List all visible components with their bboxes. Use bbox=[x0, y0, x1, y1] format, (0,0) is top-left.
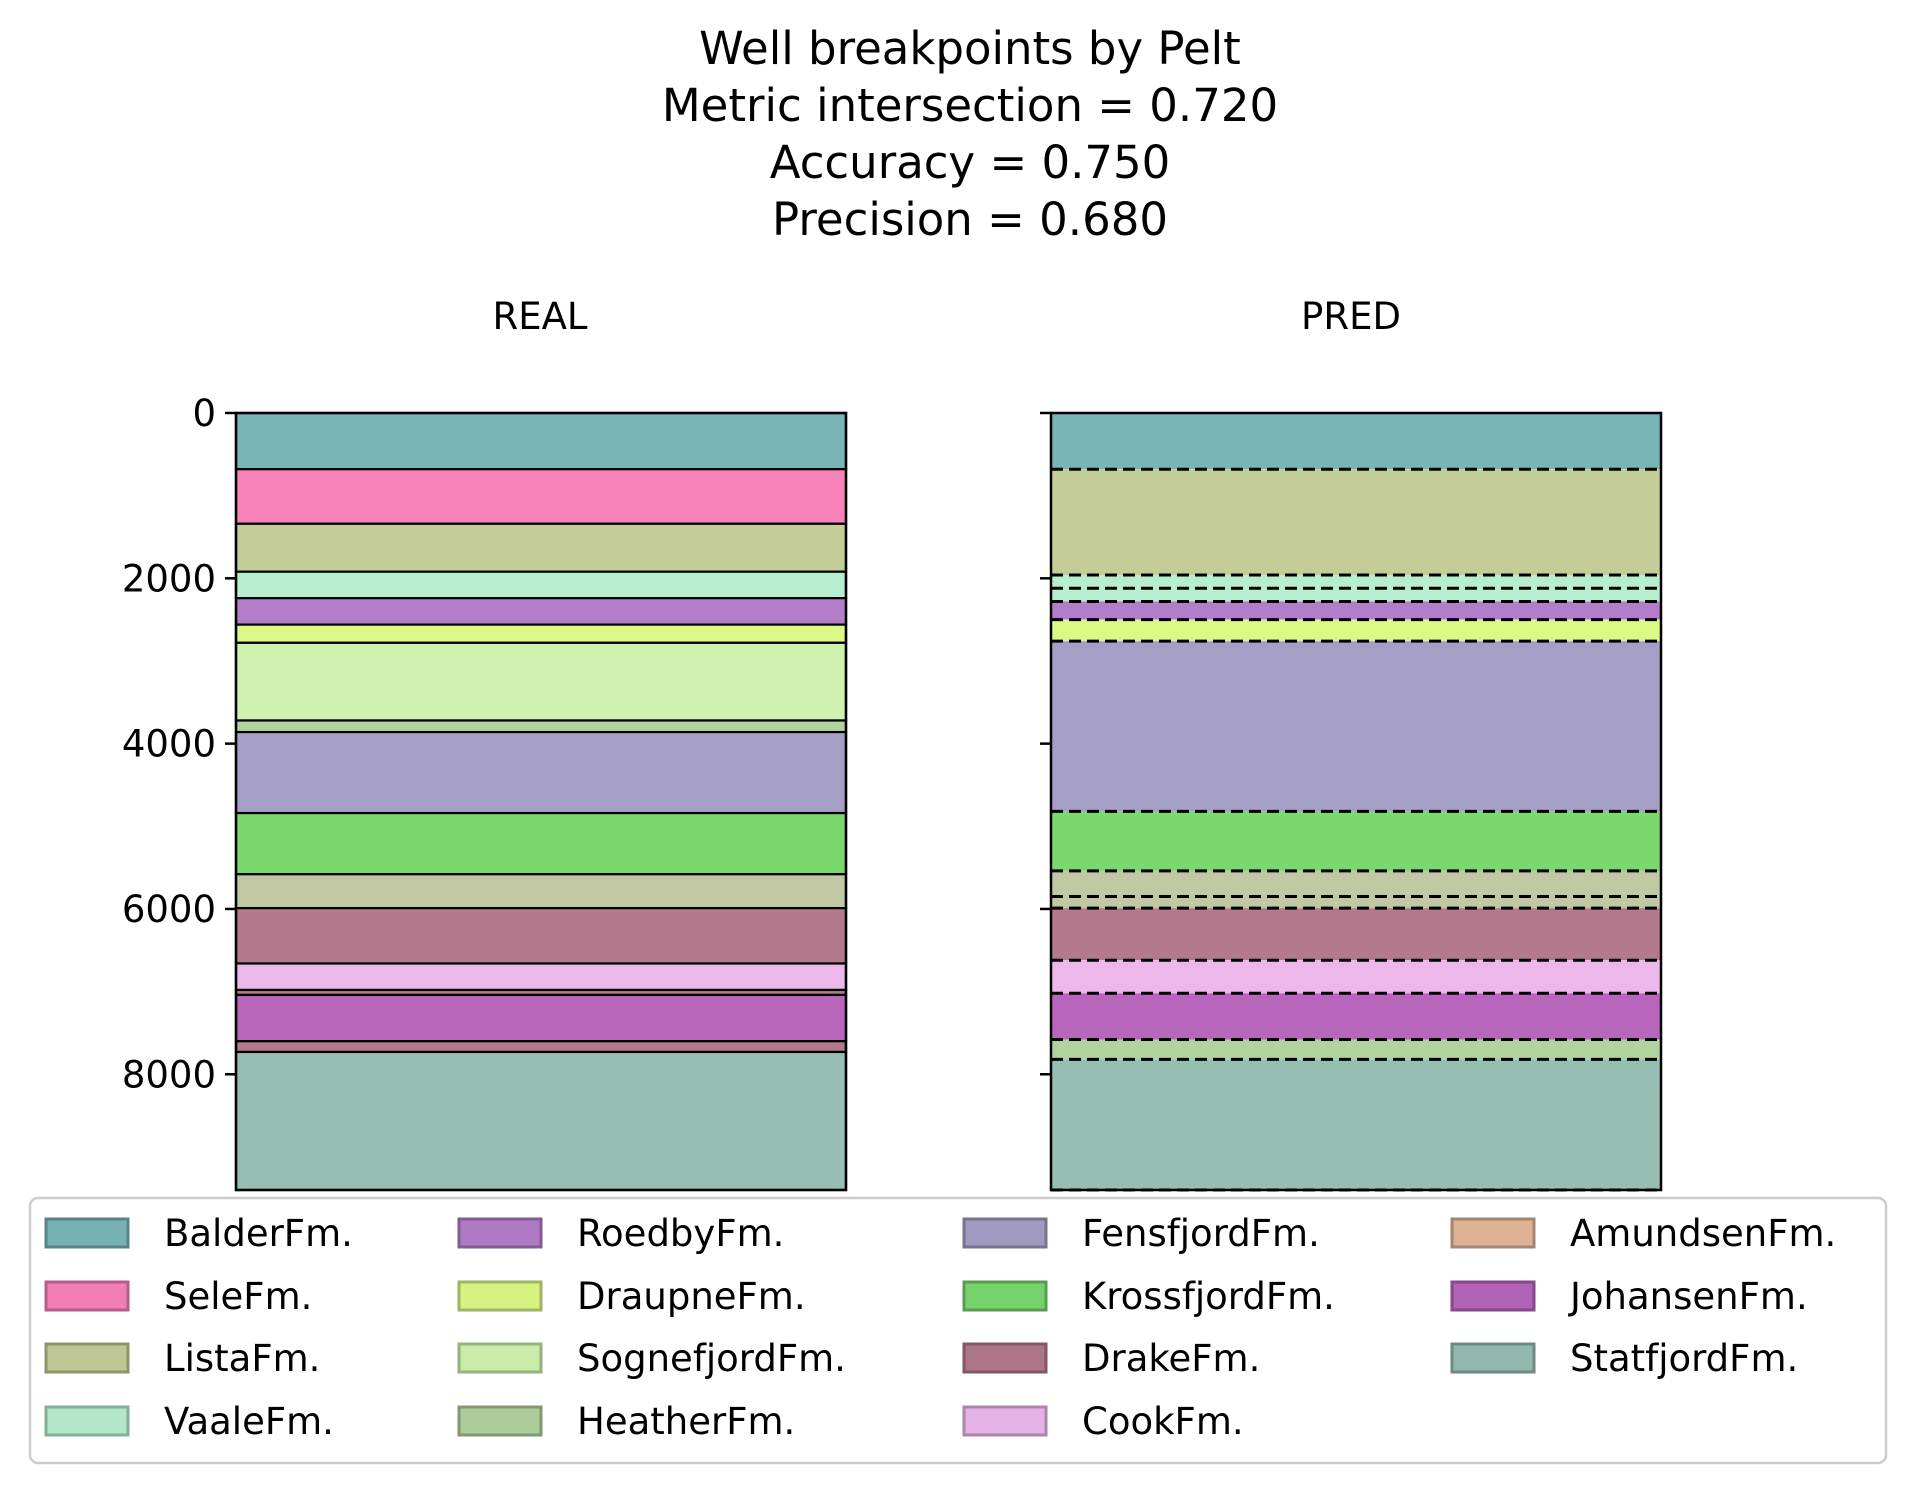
legend-label-cookfm: CookFm. bbox=[1082, 1400, 1244, 1443]
legend-swatch-edge-sognefjordfm bbox=[457, 1342, 543, 1374]
legend-swatch-edge-roedbyfm bbox=[457, 1217, 543, 1249]
title-line-3: Accuracy = 0.750 bbox=[770, 136, 1171, 189]
pred-segment-drakefm-8 bbox=[1051, 908, 1661, 961]
panel-pred bbox=[1049, 411, 1663, 1192]
legend-swatch-listafm bbox=[44, 1342, 130, 1374]
legend-label-sognefjordfm: SognefjordFm. bbox=[577, 1337, 846, 1380]
legend-swatch-johansenfm bbox=[1450, 1280, 1536, 1312]
legend-swatch-draupnefm bbox=[457, 1280, 543, 1312]
pred-segment-johansenfm-10 bbox=[1051, 993, 1661, 1040]
real-segment-balderfm-0 bbox=[234, 411, 848, 471]
real-segment-krossfjordfm-9 bbox=[234, 811, 848, 876]
legend-swatch-roedbyfm bbox=[457, 1217, 543, 1249]
real-segment-listafm-10 bbox=[234, 873, 848, 910]
legend-swatch-edge-balderfm bbox=[44, 1217, 130, 1249]
legend-swatch-vaalefm bbox=[44, 1405, 130, 1437]
real-segment-drakefm-15 bbox=[234, 1040, 848, 1054]
legend-swatch-edge-draupnefm bbox=[457, 1280, 543, 1312]
legend-swatch-selefm bbox=[44, 1280, 130, 1312]
legend-label-draupnefm: DraupneFm. bbox=[577, 1275, 806, 1318]
legend-label-drakefm: DrakeFm. bbox=[1082, 1337, 1260, 1380]
real-segment-cookfm-12 bbox=[234, 962, 848, 992]
title-line-4: Precision = 0.680 bbox=[772, 193, 1168, 246]
y-tick-label-2000: 2000 bbox=[122, 557, 216, 600]
legend-label-heatherfm: HeatherFm. bbox=[577, 1400, 795, 1443]
legend-swatch-edge-vaalefm bbox=[44, 1405, 130, 1437]
legend-swatch-edge-johansenfm bbox=[1450, 1280, 1536, 1312]
legend-swatch-edge-drakefm bbox=[962, 1342, 1048, 1374]
y-tick-label-6000: 6000 bbox=[122, 888, 216, 931]
legend-swatch-edge-krossfjordfm bbox=[962, 1280, 1048, 1312]
pred-segment-krossfjordfm-6 bbox=[1051, 811, 1661, 871]
panel-title-pred: PRED bbox=[1301, 295, 1401, 338]
legend-swatch-edge-statfjordfm bbox=[1450, 1342, 1536, 1374]
legend-label-statfjordfm: StatfjordFm. bbox=[1570, 1337, 1798, 1380]
pred-segment-draupnefm-4 bbox=[1051, 619, 1661, 642]
real-segment-fensfjordfm-8 bbox=[234, 730, 848, 815]
legend-swatch-sognefjordfm bbox=[457, 1342, 543, 1374]
chart-title: Well breakpoints by Pelt Metric intersec… bbox=[662, 22, 1278, 246]
real-segment-vaalefm-3 bbox=[234, 570, 848, 600]
legend-swatch-edge-fensfjordfm bbox=[962, 1217, 1048, 1249]
pred-segment-listafm-1 bbox=[1051, 469, 1661, 576]
legend-swatch-edge-amundsenfm bbox=[1450, 1217, 1536, 1249]
legend-swatch-drakefm bbox=[962, 1342, 1048, 1374]
real-segment-draupnefm-5 bbox=[234, 623, 848, 644]
real-segment-johansenfm-14 bbox=[234, 993, 848, 1043]
legend-label-selefm: SeleFm. bbox=[164, 1275, 312, 1318]
title-line-2: Metric intersection = 0.720 bbox=[662, 79, 1278, 132]
pred-segment-roedbyfm-3 bbox=[1051, 601, 1661, 620]
real-segment-sognefjordfm-6 bbox=[234, 641, 848, 722]
y-tick-label-4000: 4000 bbox=[122, 723, 216, 766]
legend-label-fensfjordfm: FensfjordFm. bbox=[1082, 1212, 1320, 1255]
legend-box bbox=[28, 1196, 1888, 1465]
legend-swatch-krossfjordfm bbox=[962, 1280, 1048, 1312]
pred-segment-statfjordfm-12 bbox=[1051, 1059, 1661, 1190]
y-tick-label-8000: 8000 bbox=[122, 1053, 216, 1096]
legend-swatch-edge-cookfm bbox=[962, 1405, 1048, 1437]
real-segment-heatherfm-7 bbox=[234, 719, 848, 734]
pred-frame bbox=[1049, 411, 1663, 1192]
y-tick-label-0: 0 bbox=[192, 392, 216, 435]
legend-label-listafm: ListaFm. bbox=[164, 1337, 320, 1380]
real-segment-selefm-1 bbox=[234, 468, 848, 525]
title-line-1: Well breakpoints by Pelt bbox=[699, 22, 1241, 75]
legend-swatch-amundsenfm bbox=[1450, 1217, 1536, 1249]
panel-real bbox=[234, 411, 848, 1192]
legend-swatch-cookfm bbox=[962, 1405, 1048, 1437]
legend-swatch-edge-heatherfm bbox=[457, 1405, 543, 1437]
legend: BalderFm. SeleFm. ListaFm. VaaleFm. RoedbyFm… bbox=[28, 1196, 1888, 1465]
legend-swatch-statfjordfm bbox=[1450, 1342, 1536, 1374]
y-axis: 0 2000 4000 6000 8000 bbox=[122, 392, 1051, 1096]
legend-label-roedbyfm: RoedbyFm. bbox=[577, 1212, 784, 1255]
real-segment-listafm-2 bbox=[234, 522, 848, 573]
panel-title-real: REAL bbox=[492, 295, 587, 338]
legend-label-amundsenfm: AmundsenFm. bbox=[1570, 1212, 1836, 1255]
legend-label-johansenfm: JohansenFm. bbox=[1568, 1275, 1808, 1318]
legend-label-vaalefm: VaaleFm. bbox=[164, 1400, 334, 1443]
pred-segment-balderfm-0 bbox=[1051, 413, 1661, 470]
legend-label-balderfm: BalderFm. bbox=[164, 1212, 353, 1255]
real-segment-roedbyfm-4 bbox=[234, 597, 848, 626]
pred-segment-listafm-7 bbox=[1051, 870, 1661, 909]
legend-swatch-fensfjordfm bbox=[962, 1217, 1048, 1249]
legend-swatch-edge-listafm bbox=[44, 1342, 130, 1374]
real-segment-statfjordfm-16 bbox=[234, 1050, 848, 1192]
legend-swatch-balderfm bbox=[44, 1217, 130, 1249]
legend-label-krossfjordfm: KrossfjordFm. bbox=[1082, 1275, 1335, 1318]
pred-segment-fensfjordfm-5 bbox=[1051, 641, 1661, 812]
pred-segment-cookfm-9 bbox=[1051, 960, 1661, 994]
legend-swatch-edge-selefm bbox=[44, 1280, 130, 1312]
legend-swatch-heatherfm bbox=[457, 1405, 543, 1437]
real-frame bbox=[234, 411, 848, 1192]
pred-segment-heatherfm-11 bbox=[1051, 1039, 1661, 1060]
real-segment-drakefm-11 bbox=[234, 907, 848, 965]
